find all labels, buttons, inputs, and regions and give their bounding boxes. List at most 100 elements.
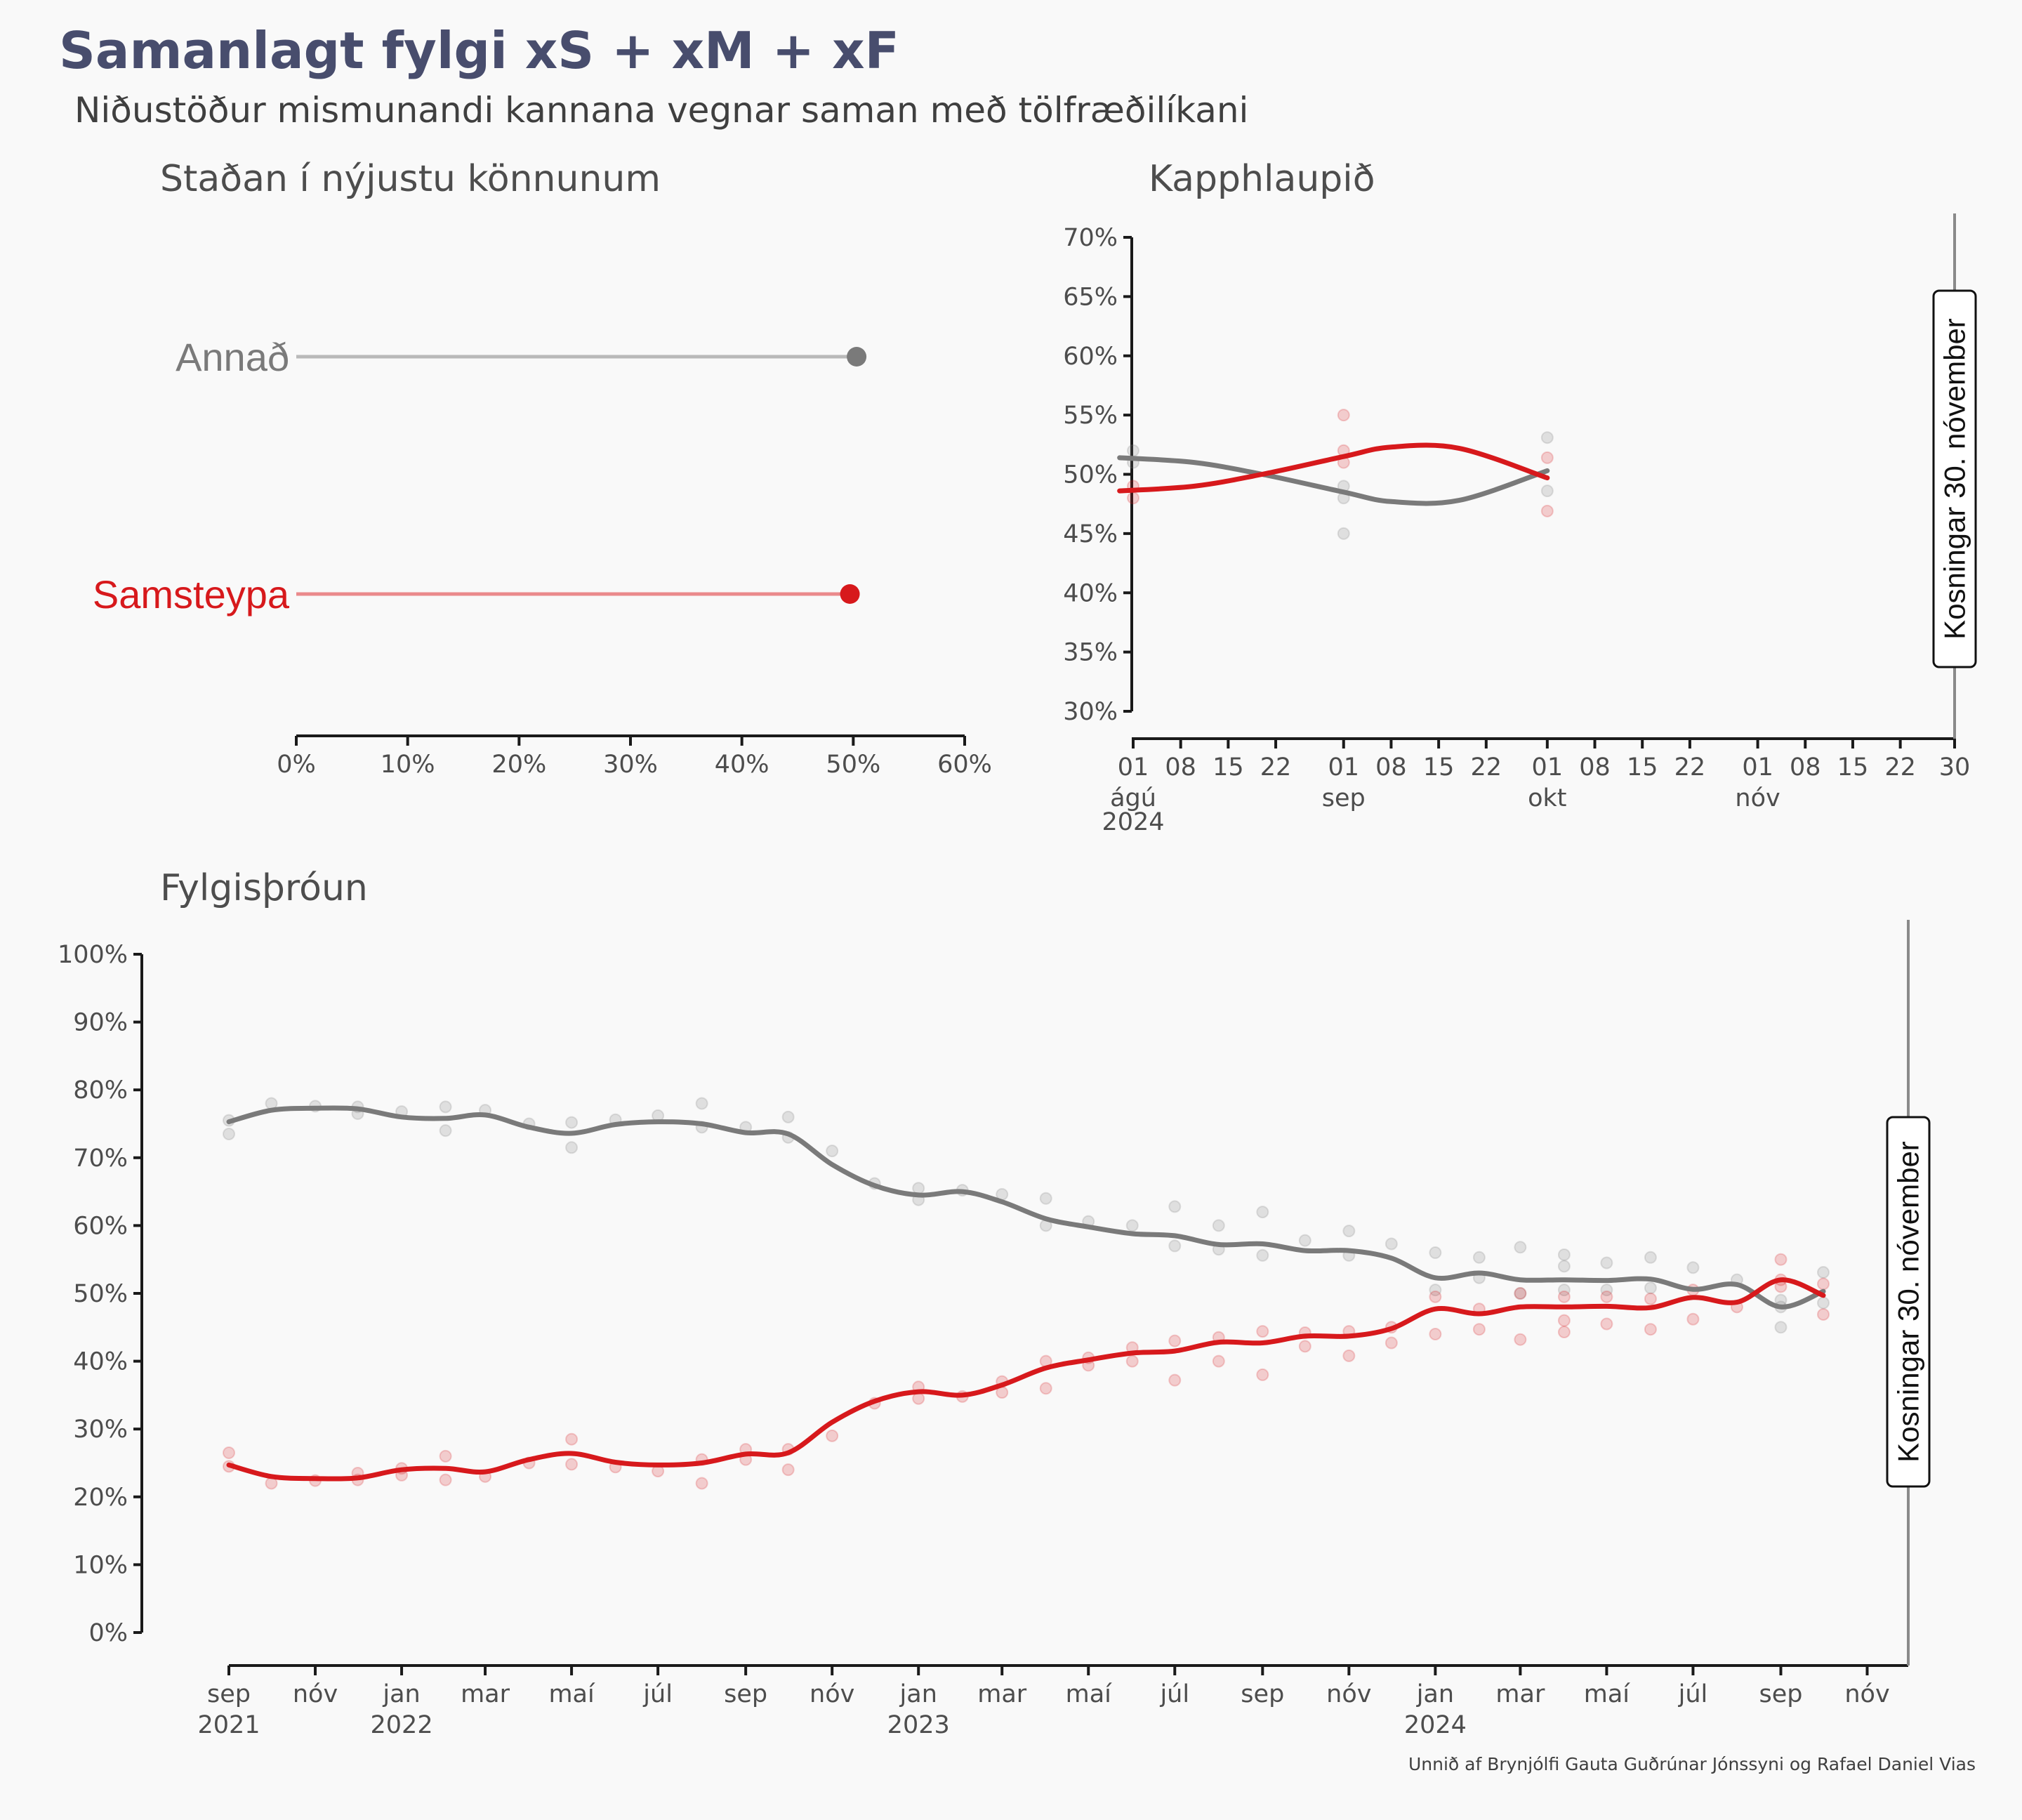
- y-tick-label: 70%: [73, 1145, 128, 1173]
- current-standing-panel: Staðan í nýjustu könnunum 0% 10% 20% 30% 40% 5…: [93, 158, 992, 779]
- poll-point: [1600, 1317, 1613, 1331]
- poll-point: [1039, 1382, 1052, 1395]
- x-tick-label: 08: [1165, 753, 1196, 782]
- x-tick-label: mar: [977, 1680, 1027, 1708]
- poll-point: [1644, 1323, 1657, 1336]
- poll-point: [1212, 1219, 1225, 1232]
- election-label: Kosningar 30. nóvember: [1938, 318, 1971, 640]
- y-tick-label: 50%: [1063, 461, 1118, 489]
- x-tick-label: 50%: [826, 751, 880, 779]
- x-tick-label: 30: [1939, 753, 1971, 782]
- poll-point: [1385, 1336, 1398, 1350]
- panel-title: Fylgisþróun: [160, 867, 368, 909]
- poll-point: [1168, 1334, 1182, 1347]
- poll-point: [1686, 1312, 1700, 1326]
- x-tick-label: 22: [1884, 753, 1916, 782]
- poll-point: [1256, 1206, 1269, 1219]
- poll-point: [1429, 1246, 1442, 1260]
- poll-point: [912, 1392, 925, 1405]
- x-tick-label: jan: [382, 1680, 420, 1708]
- poll-point: [1337, 409, 1350, 422]
- election-label: Kosningar 30. nóvember: [1892, 1141, 1925, 1463]
- y-tick-label: 80%: [73, 1076, 128, 1104]
- poll-point: [1540, 504, 1554, 517]
- poll-point: [1342, 1225, 1356, 1238]
- x-tick-label: 08: [1579, 753, 1611, 782]
- x-tick-label: júl: [1678, 1680, 1708, 1708]
- x-tick-label: 0%: [277, 751, 316, 779]
- y-tick-label: 40%: [73, 1348, 128, 1376]
- trend-line: [1117, 455, 1550, 506]
- poll-point: [223, 1446, 235, 1460]
- x-tick-label: 10%: [381, 751, 435, 779]
- panel-title: Staðan í nýjustu könnunum: [160, 158, 661, 200]
- x-tick-label: júl: [1159, 1680, 1189, 1708]
- poll-point: [781, 1463, 795, 1477]
- poll-point: [1644, 1251, 1657, 1264]
- x-tick-label: 20%: [491, 751, 546, 779]
- x-tick-label: 60%: [937, 751, 992, 779]
- y-tick-label: 30%: [1063, 698, 1118, 726]
- x-tick-label: sep: [724, 1680, 767, 1708]
- x-tick-label: maí: [1066, 1680, 1113, 1708]
- poll-point: [1385, 1237, 1398, 1251]
- poll-point: [1600, 1290, 1613, 1303]
- trend-line: [226, 1105, 1826, 1310]
- poll-point: [1256, 1368, 1269, 1381]
- poll-point: [1816, 1266, 1830, 1279]
- x-tick-label: 22: [1674, 753, 1706, 782]
- poll-point: [695, 1477, 708, 1490]
- poll-point: [1600, 1284, 1613, 1297]
- y-tick-label: 50%: [73, 1280, 128, 1308]
- poll-point: [1557, 1260, 1571, 1273]
- x-year-label: 2024: [1404, 1711, 1467, 1739]
- poll-point: [1127, 492, 1139, 505]
- category-label: Annað: [176, 335, 289, 379]
- x-year-label: 2024: [1102, 808, 1164, 836]
- x-tick-label: 22: [1260, 753, 1292, 782]
- poll-point: [1168, 1239, 1182, 1253]
- panel-title: Kapphlaupið: [1149, 158, 1375, 200]
- poll-point: [1774, 1253, 1788, 1266]
- poll-point: [1429, 1290, 1442, 1303]
- trend-panel: Fylgisþróun 0% 10% 20% 30% 40% 50% 60% 70% 80% 90%…: [58, 867, 1931, 1739]
- poll-point: [1514, 1287, 1527, 1300]
- poll-point: [1816, 1307, 1830, 1321]
- x-tick-label: nóv: [293, 1680, 338, 1708]
- x-tick-label: mar: [461, 1680, 510, 1708]
- y-tick-label: 45%: [1063, 520, 1118, 548]
- y-tick-label: 35%: [1063, 639, 1118, 667]
- y-tick-label: 70%: [1063, 224, 1118, 252]
- x-tick-label: 15: [1837, 753, 1869, 782]
- x-tick-label: mar: [1495, 1680, 1545, 1708]
- poll-point: [1337, 527, 1350, 540]
- poll-point: [1039, 1192, 1052, 1205]
- poll-point: [1125, 1354, 1139, 1368]
- poll-point: [1540, 431, 1554, 444]
- x-tick-label: 40%: [715, 751, 769, 779]
- x-year-label: 2023: [887, 1711, 950, 1739]
- poll-point: [1127, 444, 1139, 457]
- x-tick-label: 30%: [603, 751, 658, 779]
- x-month-label: nóv: [1735, 784, 1780, 812]
- y-tick-label: 90%: [73, 1009, 128, 1037]
- chart-title: Samanlagt fylgi xS + xM + xF: [59, 21, 899, 80]
- election-label-box: [1932, 289, 1977, 668]
- x-year-label: 2021: [197, 1711, 260, 1739]
- poll-point: [1298, 1234, 1311, 1247]
- poll-point: [1644, 1281, 1657, 1295]
- poll-point: [1816, 1296, 1830, 1310]
- poll-point: [1212, 1354, 1225, 1368]
- trend-line: [226, 1277, 1826, 1482]
- y-tick-label: 0%: [88, 1619, 128, 1647]
- x-tick-label: nóv: [1326, 1680, 1371, 1708]
- y-tick-label: 60%: [73, 1212, 128, 1240]
- y-tick-label: 100%: [58, 941, 128, 969]
- x-tick-label: 01: [1328, 753, 1359, 782]
- y-tick-label: 65%: [1063, 283, 1118, 311]
- poll-point: [912, 1182, 925, 1195]
- category-label: Samsteypa: [93, 572, 290, 616]
- poll-point: [1557, 1284, 1571, 1297]
- x-tick-label: sep: [1759, 1680, 1802, 1708]
